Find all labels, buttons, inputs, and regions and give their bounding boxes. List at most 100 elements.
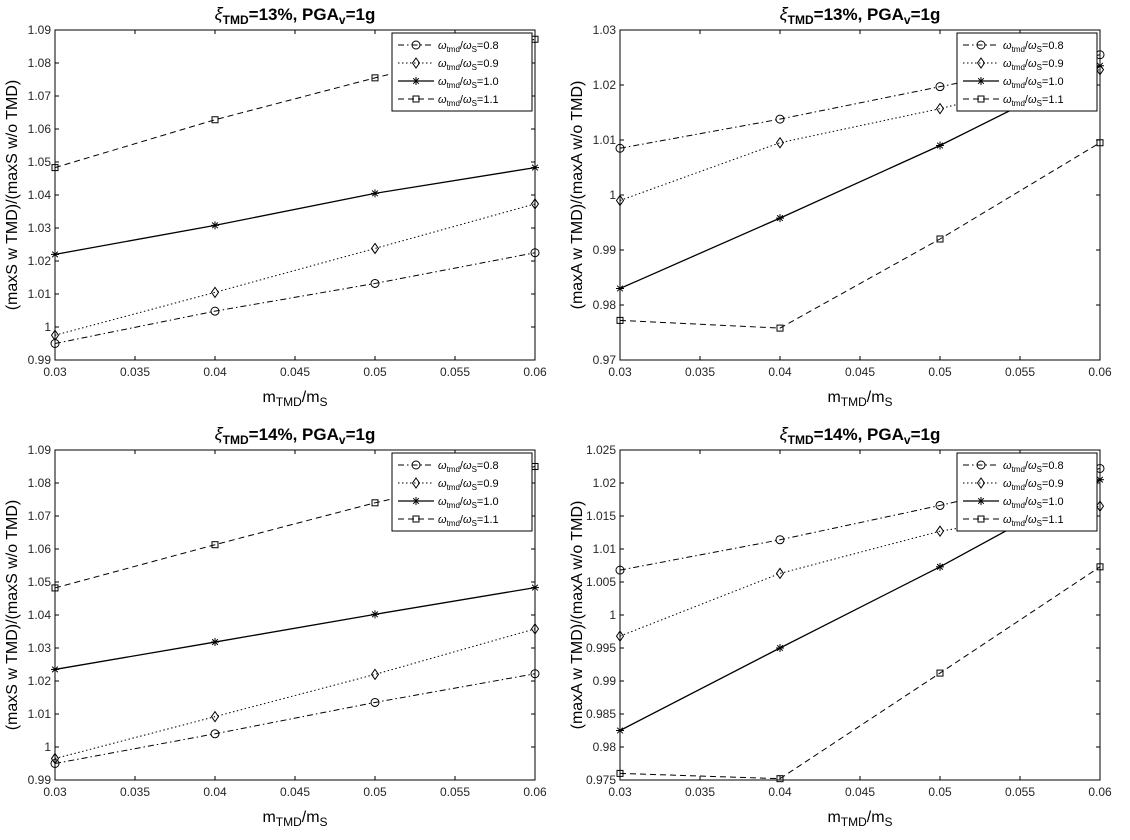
data-point-marker xyxy=(1096,563,1104,571)
y-tick-label: 1 xyxy=(609,608,616,622)
y-tick-label: 1.02 xyxy=(593,78,617,92)
y-tick-label: 1.05 xyxy=(28,155,52,169)
data-point-marker xyxy=(1096,475,1104,484)
data-point-marker xyxy=(775,567,785,580)
legend: ωtmd/ωS=0.8 ωtmd/ωS=0.9 ωtmd/ωS=1.0 ωtmd/ωS… xyxy=(391,452,533,532)
legend-marker xyxy=(976,477,986,489)
y-tick-label: 1.09 xyxy=(28,443,52,457)
data-point-marker xyxy=(211,221,219,230)
data-point-marker xyxy=(370,242,380,255)
y-tick-label: 1.08 xyxy=(28,476,52,490)
x-tick-label: 0.055 xyxy=(1005,365,1035,379)
series-diamond xyxy=(615,500,1105,642)
y-axis: 0.97 0.98 0.99 1 1.01 1.02 1.03 xyxy=(593,23,1100,367)
legend-marker xyxy=(411,460,421,470)
chart-title: ξTMD=13%, PGAv=1g xyxy=(215,4,376,27)
legend-marker xyxy=(411,477,421,489)
x-tick-label: 0.05 xyxy=(363,785,387,799)
chart-panel-top-left: 0.03 0.035 0.04 0.045 0.05 0.055 0.06 0.99 1 1.01… xyxy=(0,0,565,420)
chart-title: ξTMD=13%, PGAv=1g xyxy=(780,4,941,27)
data-point-marker xyxy=(530,198,540,210)
chart-title: ξTMD=14%, PGAv=1g xyxy=(215,424,376,447)
data-point-marker xyxy=(370,668,380,681)
x-tick-label: 0.055 xyxy=(440,365,470,379)
data-point-marker xyxy=(210,729,220,739)
x-tick-label: 0.06 xyxy=(1088,785,1112,799)
data-point-marker xyxy=(615,565,625,575)
y-tick-label: 1.04 xyxy=(28,608,52,622)
x-tick-label: 0.05 xyxy=(363,365,387,379)
x-tick-label: 0.06 xyxy=(523,365,547,379)
y-tick-label: 1.02 xyxy=(28,674,52,688)
data-point-marker xyxy=(1095,500,1105,512)
y-tick-label: 1.04 xyxy=(28,188,52,202)
y-tick-label: 0.98 xyxy=(593,740,617,754)
series-line xyxy=(54,252,536,344)
chart-svg: 0.03 0.035 0.04 0.045 0.05 0.055 0.06 0.975 0.98… xyxy=(569,424,1112,829)
legend-label: ωtmd/ωS=0.9 xyxy=(438,478,499,492)
x-axis: 0.03 0.035 0.04 0.045 0.05 0.055 0.06 xyxy=(43,450,547,799)
data-point-marker xyxy=(936,141,944,150)
y-tick-label: 1.01 xyxy=(593,133,617,147)
y-tick-label: 0.985 xyxy=(586,707,616,721)
legend-entry: ωtmd/ωS=1.0 xyxy=(963,496,1064,510)
y-tick-label: 1.02 xyxy=(593,476,617,490)
data-point-marker xyxy=(775,114,785,124)
y-tick-label: 1.03 xyxy=(28,221,52,235)
data-point-marker xyxy=(616,769,624,777)
legend-marker xyxy=(976,40,986,50)
y-tick-label: 0.99 xyxy=(28,353,52,367)
data-point-marker xyxy=(936,235,944,243)
chart-title: ξTMD=14%, PGAv=1g xyxy=(780,424,941,447)
y-tick-label: 0.975 xyxy=(586,773,616,787)
x-tick-label: 0.03 xyxy=(43,785,67,799)
legend-marker xyxy=(412,77,420,85)
legend-marker xyxy=(411,57,421,69)
x-axis-label: mTMD/mS xyxy=(827,389,892,409)
legend-box xyxy=(391,32,533,112)
data-point-marker xyxy=(371,499,379,507)
legend-entry: ωtmd/ωS=0.9 xyxy=(398,57,499,72)
x-axis-label: mTMD/mS xyxy=(262,809,327,829)
data-point-marker xyxy=(776,324,784,332)
y-axis-label: (maxS w TMD)/(maxS w/o TMD) xyxy=(4,500,21,731)
chart-svg: 0.03 0.035 0.04 0.045 0.05 0.055 0.06 0.99 1 1.01… xyxy=(4,424,547,829)
y-axis-label: (maxS w TMD)/(maxS w/o TMD) xyxy=(4,80,21,311)
y-axis: 0.99 1 1.01 1.02 1.03 1.04 1.05 1.06 1.07 1.08 1.0… xyxy=(28,23,535,367)
legend-label: ωtmd/ωS=0.8 xyxy=(1003,460,1064,474)
data-point-marker xyxy=(935,525,945,538)
legend-label: ωtmd/ωS=1.0 xyxy=(1003,76,1064,90)
x-tick-label: 0.06 xyxy=(1088,365,1112,379)
data-point-marker xyxy=(210,306,220,316)
y-tick-label: 1.05 xyxy=(28,575,52,589)
chart-panel-bottom-left: 0.03 0.035 0.04 0.045 0.05 0.055 0.06 0.99 1 1.01… xyxy=(0,420,565,840)
chart-panel-bottom-right: 0.03 0.035 0.04 0.045 0.05 0.055 0.06 0.975 0.98… xyxy=(565,420,1130,840)
data-point-marker xyxy=(371,189,379,198)
legend-label: ωtmd/ωS=0.9 xyxy=(438,58,499,72)
legend-label: ωtmd/ωS=1.1 xyxy=(1003,514,1064,528)
x-tick-label: 0.055 xyxy=(1005,785,1035,799)
legend-entry: ωtmd/ωS=1.0 xyxy=(963,76,1064,90)
series-diamond xyxy=(50,198,540,342)
data-point-marker xyxy=(50,759,60,768)
y-tick-label: 1 xyxy=(44,320,51,334)
series-diamond xyxy=(50,622,540,765)
data-point-marker xyxy=(211,638,219,647)
x-tick-label: 0.04 xyxy=(768,785,792,799)
legend-marker xyxy=(976,460,986,470)
y-tick-label: 1.09 xyxy=(28,23,52,37)
legend-entry: ωtmd/ωS=1.1 xyxy=(398,94,499,108)
data-point-marker xyxy=(51,250,59,259)
data-point-marker xyxy=(616,284,624,293)
x-tick-label: 0.045 xyxy=(280,365,310,379)
y-axis-label: (maxA w TMD)/(maxA w/o TMD) xyxy=(569,501,586,730)
x-tick-label: 0.04 xyxy=(768,365,792,379)
legend-marker xyxy=(977,95,985,103)
legend-marker xyxy=(976,57,986,69)
data-point-marker xyxy=(51,665,59,674)
data-point-marker xyxy=(776,644,784,652)
y-tick-label: 1.03 xyxy=(28,641,52,655)
data-point-marker xyxy=(615,194,625,207)
legend: ωtmd/ωS=0.8 ωtmd/ωS=0.9 ωtmd/ωS=1.0 ωtmd/ωS… xyxy=(956,452,1098,532)
